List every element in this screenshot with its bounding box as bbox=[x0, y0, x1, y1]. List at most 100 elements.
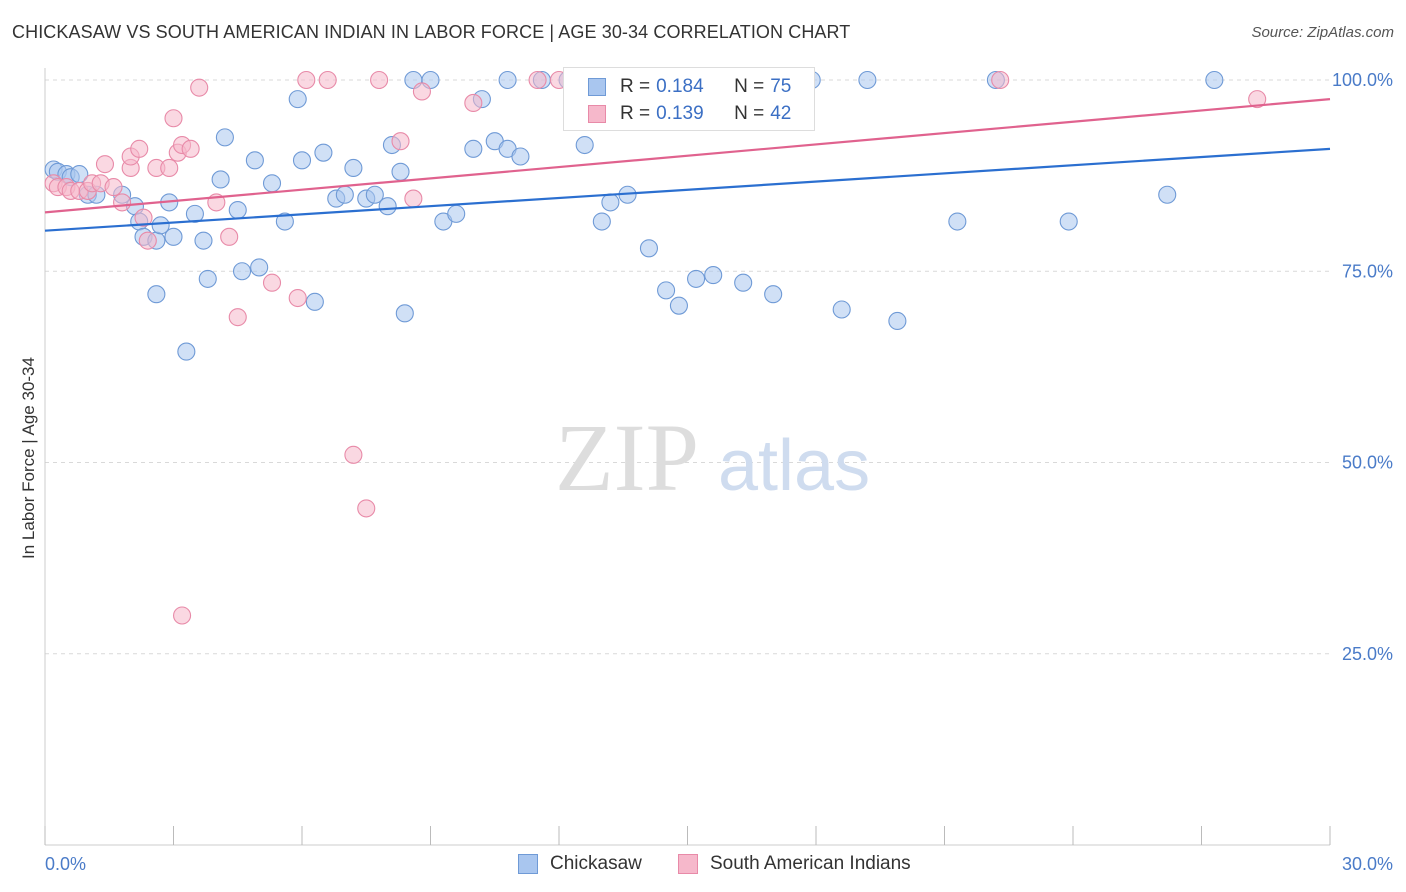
chickasaw-point bbox=[464, 139, 483, 158]
chickasaw-point bbox=[194, 231, 213, 250]
south-american-indians-point bbox=[130, 139, 149, 158]
chickasaw-point bbox=[164, 227, 183, 246]
south-american-indians-point bbox=[113, 193, 132, 212]
south-american-indians-point bbox=[95, 155, 115, 174]
legend-r-label: R = bbox=[620, 103, 651, 124]
legend-n-value: 42 bbox=[770, 103, 792, 124]
south-american-indians-point bbox=[173, 606, 192, 625]
y-tick-label: 100.0% bbox=[1332, 70, 1393, 90]
south-american-indians-point bbox=[404, 189, 423, 208]
south-american-indians-point bbox=[288, 288, 307, 308]
chickasaw-point bbox=[215, 128, 234, 147]
south-american-indians-point bbox=[104, 178, 123, 197]
chickasaw-point bbox=[245, 151, 264, 170]
x-tick-label: 30.0% bbox=[1342, 854, 1393, 874]
bottom-legend-chickasaw: Chickasaw bbox=[518, 851, 642, 877]
chickasaw-point bbox=[948, 212, 967, 231]
chickasaw-point bbox=[344, 158, 363, 178]
bottom-swatch-pink bbox=[678, 854, 698, 874]
chickasaw-point bbox=[305, 292, 324, 311]
chickasaw-point bbox=[704, 266, 723, 285]
chickasaw-point bbox=[151, 216, 170, 235]
south-american-indians-point bbox=[297, 70, 316, 90]
legend-row-chickasaw: R = 0.184 N = 75 bbox=[588, 75, 791, 99]
chickasaw-point bbox=[147, 285, 166, 304]
legend-r-value: 0.184 bbox=[656, 76, 704, 97]
y-tick-label: 50.0% bbox=[1342, 453, 1393, 473]
chickasaw-point bbox=[395, 304, 414, 323]
y-tick-label: 75.0% bbox=[1342, 261, 1393, 281]
chickasaw-point bbox=[1158, 185, 1177, 204]
chickasaw-point bbox=[1205, 70, 1224, 90]
legend-row-south-american-indians: R = 0.139 N = 42 bbox=[588, 102, 791, 126]
chickasaw-point bbox=[575, 135, 594, 155]
source-label: Source: ZipAtlas.com bbox=[1251, 24, 1394, 41]
chickasaw-point bbox=[592, 212, 611, 231]
chickasaw-point bbox=[292, 151, 312, 170]
bottom-legend-label: Chickasaw bbox=[550, 853, 642, 874]
chickasaw-point bbox=[275, 212, 294, 231]
chickasaw-point bbox=[232, 262, 252, 281]
chickasaw-point bbox=[657, 281, 676, 300]
south-american-indians-point bbox=[357, 499, 376, 518]
chickasaw-point bbox=[498, 70, 517, 90]
trend-layer bbox=[44, 98, 1331, 232]
legend-r-label: R = bbox=[620, 76, 651, 97]
trend-line-chickasaw bbox=[44, 147, 1331, 232]
ticklabel-layer: 25.0% 50.0% 75.0% 100.0% 0.0% 30.0% bbox=[45, 70, 1393, 874]
south-american-indians-point bbox=[464, 93, 483, 112]
chickasaw-point bbox=[511, 147, 530, 166]
chickasaw-point bbox=[858, 70, 877, 90]
bottom-legend-label: South American Indians bbox=[710, 853, 911, 874]
chickasaw-point bbox=[391, 162, 410, 181]
south-american-indians-point bbox=[344, 445, 363, 464]
y-axis-title: In Labor Force | Age 30-34 bbox=[19, 357, 38, 559]
legend-n-value: 75 bbox=[770, 76, 792, 97]
south-american-indians-point bbox=[391, 132, 410, 151]
stats-legend: R = 0.184 N = 75 R = 0.139 N = 42 bbox=[563, 67, 815, 131]
bottom-legend-south-american-indians: South American Indians bbox=[678, 851, 911, 877]
chickasaw-point bbox=[365, 185, 384, 204]
chickasaw-point bbox=[687, 269, 706, 288]
legend-swatch-blue bbox=[588, 78, 606, 96]
south-american-indians-point bbox=[370, 70, 389, 90]
chickasaw-point bbox=[734, 273, 753, 292]
south-american-indians-point bbox=[138, 231, 157, 250]
watermark-atlas: atlas bbox=[718, 426, 870, 506]
chickasaw-point bbox=[888, 311, 907, 331]
chickasaw-point bbox=[228, 201, 247, 220]
legend-n-label: N = bbox=[734, 76, 765, 97]
south-american-indians-point bbox=[164, 109, 183, 128]
south-american-indians-point bbox=[134, 208, 153, 227]
chickasaw-point bbox=[639, 239, 659, 258]
chickasaw-point bbox=[832, 300, 851, 319]
south-american-indians-point bbox=[528, 70, 547, 90]
south-american-indians-point bbox=[190, 78, 209, 97]
x-tick-label: 0.0% bbox=[45, 854, 86, 874]
y-tick-label: 25.0% bbox=[1342, 644, 1393, 664]
chickasaw-point bbox=[764, 285, 783, 304]
chickasaw-point bbox=[250, 258, 269, 277]
chickasaw-point bbox=[288, 90, 307, 109]
chickasaw-point bbox=[335, 185, 354, 204]
south-american-indians-point bbox=[220, 227, 239, 246]
chickasaw-point bbox=[185, 204, 204, 223]
south-american-indians-point bbox=[262, 273, 282, 292]
trend-line-south-american-indians bbox=[44, 98, 1331, 214]
chickasaw-point bbox=[262, 174, 282, 193]
south-american-indians-point bbox=[228, 308, 247, 327]
chart-title: CHICKASAW VS SOUTH AMERICAN INDIAN IN LA… bbox=[12, 22, 851, 42]
chickasaw-point bbox=[378, 197, 397, 216]
south-american-indians-point bbox=[318, 70, 337, 90]
chickasaw-point bbox=[177, 342, 196, 361]
chickasaw-point bbox=[447, 204, 466, 223]
south-american-indians-point bbox=[160, 158, 179, 178]
south-american-indians-point bbox=[181, 139, 200, 158]
legend-n-label: N = bbox=[734, 103, 765, 124]
chickasaw-point bbox=[669, 296, 688, 315]
chickasaw-point bbox=[314, 143, 333, 162]
chickasaw-point bbox=[601, 193, 620, 212]
legend-swatch-pink bbox=[588, 105, 606, 123]
chickasaw-point bbox=[211, 170, 230, 189]
